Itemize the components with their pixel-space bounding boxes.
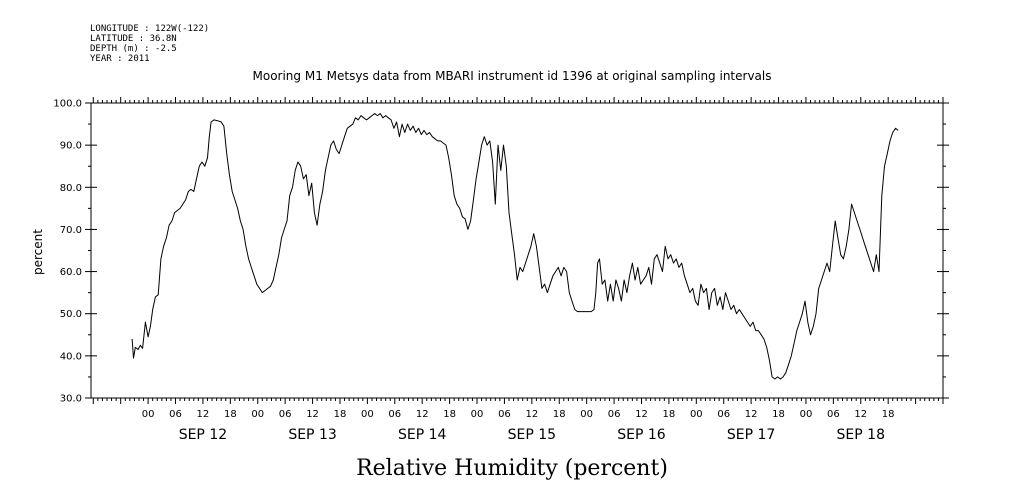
x-tick-label: 18 — [224, 409, 237, 420]
x-tick-label: 18 — [663, 409, 676, 420]
y-tick-label: 90.0 — [60, 141, 82, 152]
x-tick-label: 06 — [169, 409, 182, 420]
x-tick-label: 06 — [498, 409, 511, 420]
x-axis-label: Relative Humidity (percent) — [356, 456, 668, 481]
longitude-text: LONGITUDE : 122W(-122) — [90, 24, 209, 34]
y-tick-label: 100.0 — [53, 99, 82, 110]
latitude-text: LATITUDE : 36.8N — [90, 34, 177, 44]
x-day-label: SEP 18 — [837, 427, 885, 443]
x-day-label: SEP 13 — [288, 427, 336, 443]
x-axis: 00 06 12 18 00 06 12 18 00 06 12 18 00 06 12 18 00 06 12 18… — [92, 97, 944, 443]
x-day-label: SEP 14 — [398, 427, 447, 443]
x-tick-label: 00 — [142, 409, 155, 420]
x-tick-label: 12 — [854, 409, 867, 420]
year-text: YEAR : 2011 — [90, 54, 150, 64]
series-line — [131, 113, 899, 380]
y-tick-label: 50.0 — [60, 309, 82, 320]
x-tick-label: 18 — [334, 409, 347, 420]
x-tick-label: 12 — [306, 409, 319, 420]
x-tick-label: 06 — [717, 409, 730, 420]
x-tick-label: 00 — [361, 409, 374, 420]
chart-title: Mooring M1 Metsys data from MBARI instru… — [253, 69, 772, 83]
depth-text: DEPTH (m) : -2.5 — [90, 44, 177, 54]
y-axis: 30.0 40.0 50.0 60.0 70.0 80.0 90.0 100.0 — [53, 99, 949, 405]
x-tick-label: 00 — [471, 409, 484, 420]
x-day-label: SEP 17 — [727, 427, 775, 443]
y-tick-label: 60.0 — [60, 267, 82, 278]
x-tick-label: 06 — [279, 409, 292, 420]
plot-frame — [90, 102, 944, 399]
x-day-label: SEP 12 — [179, 427, 227, 443]
x-tick-label: 12 — [197, 409, 210, 420]
x-tick-label: 06 — [827, 409, 840, 420]
chart-header: LONGITUDE : 122W(-122) LATITUDE : 36.8N … — [90, 24, 209, 64]
x-tick-label: 06 — [388, 409, 401, 420]
x-tick-label: 12 — [745, 409, 758, 420]
y-tick-label: 30.0 — [60, 394, 82, 405]
y-tick-label: 80.0 — [60, 183, 82, 194]
x-tick-label: 12 — [525, 409, 538, 420]
x-tick-label: 12 — [635, 409, 648, 420]
y-tick-label: 40.0 — [60, 351, 82, 362]
x-tick-label: 00 — [251, 409, 264, 420]
series-layer — [131, 113, 899, 380]
x-tick-label: 00 — [800, 409, 813, 420]
x-tick-label: 18 — [772, 409, 785, 420]
x-tick-label: 00 — [580, 409, 593, 420]
x-tick-label: 06 — [608, 409, 621, 420]
x-tick-label: 00 — [690, 409, 703, 420]
y-axis-label: percent — [31, 229, 45, 275]
x-day-label: SEP 16 — [617, 427, 666, 443]
x-tick-label: 18 — [443, 409, 456, 420]
x-tick-label: 18 — [882, 409, 895, 420]
x-day-label: SEP 15 — [508, 427, 556, 443]
x-tick-label: 18 — [553, 409, 566, 420]
x-tick-label: 12 — [416, 409, 429, 420]
y-tick-label: 70.0 — [60, 225, 82, 236]
